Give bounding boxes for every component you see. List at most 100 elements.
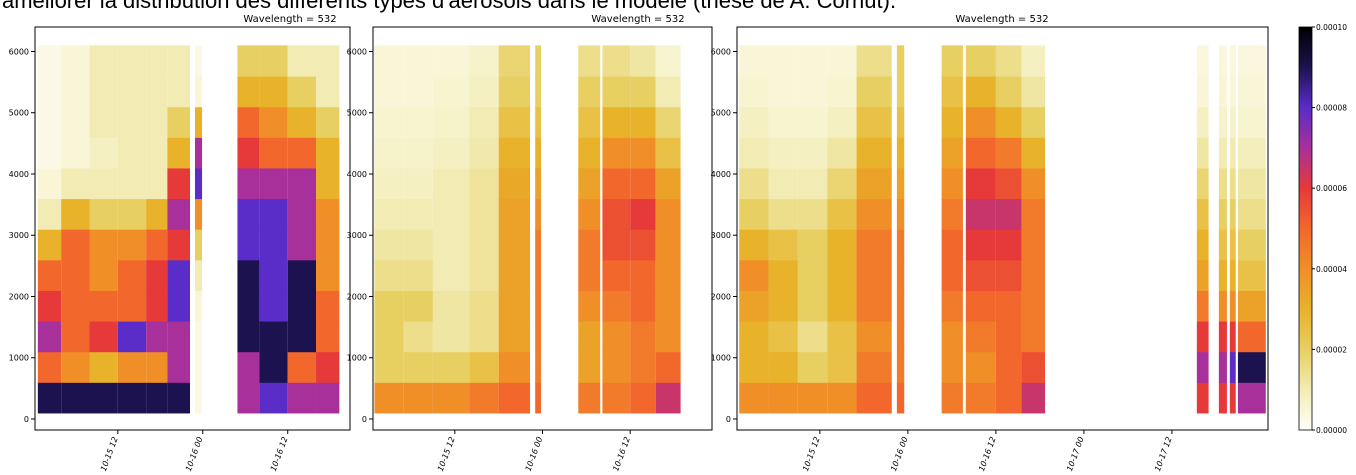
- heatmap-cell: [403, 351, 433, 383]
- heatmap-cell: [167, 382, 191, 414]
- y-tick-label: 1000: [711, 354, 731, 363]
- heatmap-cell: [827, 167, 857, 200]
- heatmap-cell: [1237, 320, 1266, 353]
- heatmap-cell: [287, 351, 317, 383]
- heatmap-cell: [146, 259, 168, 291]
- heatmap-cell: [655, 320, 681, 353]
- heatmap-cell: [896, 198, 905, 230]
- heatmap-cell: [259, 137, 288, 169]
- colorbar-tick-label: 0.00000: [1316, 426, 1347, 435]
- heatmap-cell: [61, 137, 90, 169]
- heatmap-cell: [995, 320, 1022, 353]
- heatmap-cell: [146, 382, 168, 414]
- heatmap-cell: [259, 75, 288, 108]
- y-tick-label: 3000: [9, 231, 29, 240]
- heatmap-cell: [630, 320, 656, 353]
- panel-title: Wavelength = 532: [243, 14, 336, 25]
- heatmap-cell: [995, 198, 1022, 230]
- heatmap-cell: [1196, 290, 1209, 322]
- y-tick-label: 3000: [711, 231, 731, 240]
- heatmap-cell: [498, 106, 531, 138]
- heatmap-cell: [768, 320, 798, 353]
- heatmap-cell: [797, 351, 828, 383]
- heatmap-cell: [374, 290, 404, 322]
- heatmap-cell: [535, 167, 542, 200]
- heatmap-cell: [374, 137, 404, 169]
- heatmap-cell: [1196, 259, 1209, 291]
- heatmap-cell: [768, 137, 798, 169]
- heatmap-cell: [768, 106, 798, 138]
- heatmap-cell: [655, 259, 681, 291]
- heatmap-cell: [995, 137, 1022, 169]
- heatmap-cell: [259, 45, 288, 77]
- heatmap-cell: [578, 229, 601, 261]
- heatmap-cell: [1021, 290, 1046, 322]
- heatmap-cell: [797, 290, 828, 322]
- heatmap-cell: [259, 198, 288, 230]
- heatmap-cell: [167, 198, 191, 230]
- heatmap-cell: [287, 137, 317, 169]
- heatmap-cell: [469, 75, 499, 108]
- heatmap-cell: [237, 45, 260, 77]
- heatmap-cell: [89, 75, 118, 108]
- heatmap-cell: [768, 198, 798, 230]
- heatmap-cell: [61, 259, 90, 291]
- heatmap-cell: [469, 382, 499, 414]
- heatmap-cell: [287, 167, 317, 200]
- heatmap-cell: [655, 229, 681, 261]
- heatmap-cell: [1196, 198, 1209, 230]
- heatmap-cell: [965, 259, 996, 291]
- heatmap-cell: [768, 75, 798, 108]
- heatmap-cell: [739, 290, 769, 322]
- heatmap-cell: [739, 45, 769, 77]
- heatmap-cell: [535, 137, 542, 169]
- heatmap-cell: [602, 106, 631, 138]
- heatmap-cell: [630, 351, 656, 383]
- heatmap-cell: [237, 382, 260, 414]
- heatmap-cell: [1237, 167, 1266, 200]
- heatmap-cell: [287, 259, 317, 291]
- heatmap-cell: [287, 75, 317, 108]
- y-tick-label: 3000: [347, 231, 367, 240]
- heatmap-cell: [237, 229, 260, 261]
- y-tick-label: 5000: [9, 109, 29, 118]
- heatmap-cell: [1237, 45, 1266, 77]
- heatmap-cell: [469, 167, 499, 200]
- heatmap-cell: [655, 137, 681, 169]
- heatmap-cell: [578, 45, 601, 77]
- heatmap-cell: [1229, 259, 1236, 291]
- heatmap-cell: [856, 167, 892, 200]
- heatmap-cell: [146, 45, 168, 77]
- heatmap-cell: [403, 45, 433, 77]
- heatmap-cell: [827, 198, 857, 230]
- y-tick-label: 5000: [347, 109, 367, 118]
- heatmap-cell: [61, 45, 90, 77]
- heatmap-cell: [1021, 351, 1046, 383]
- heatmap-cell: [896, 320, 905, 353]
- colorbar-tick-label: 0.00006: [1316, 184, 1347, 193]
- heatmap-cell: [117, 137, 147, 169]
- heatmap-cell: [287, 290, 317, 322]
- heatmap-cell: [896, 382, 905, 414]
- x-tick-label: 10-17 12: [1153, 436, 1174, 473]
- x-tick-label: 10-15 12: [436, 436, 457, 473]
- heatmap-cell: [655, 290, 681, 322]
- heatmap-cell: [37, 290, 62, 322]
- heatmap-cell: [965, 45, 996, 77]
- heatmap-cell: [602, 382, 631, 414]
- heatmap-cell: [374, 351, 404, 383]
- heatmap-cell: [432, 106, 470, 138]
- heatmap-cell: [259, 382, 288, 414]
- heatmap-cell: [630, 382, 656, 414]
- heatmap-cell: [89, 137, 118, 169]
- heatmap-cell: [995, 45, 1022, 77]
- heatmap-cell: [316, 259, 340, 291]
- heatmap-cell: [941, 198, 963, 230]
- heatmap-cell: [535, 229, 542, 261]
- heatmap-cell: [237, 320, 260, 353]
- heatmap-cell: [403, 106, 433, 138]
- heatmap-cell: [287, 229, 317, 261]
- heatmap-cell: [89, 106, 118, 138]
- heatmap-cell: [578, 167, 601, 200]
- heatmap-cell: [965, 106, 996, 138]
